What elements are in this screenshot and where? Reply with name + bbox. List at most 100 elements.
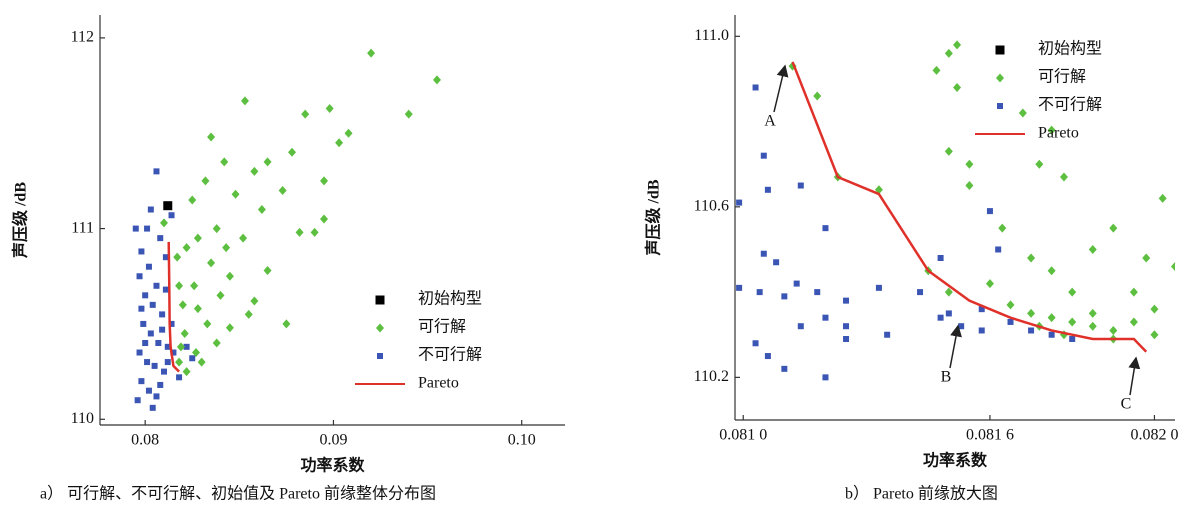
square-point	[151, 362, 158, 369]
square-point	[937, 314, 944, 321]
feasible-point	[207, 132, 216, 142]
feasible-point	[188, 195, 197, 205]
feasible-point	[212, 224, 221, 234]
x-tick-label: 0.08	[131, 432, 159, 449]
square-point	[752, 340, 759, 347]
square-point	[147, 206, 154, 213]
square-point	[170, 349, 177, 356]
feasible-point	[998, 223, 1007, 233]
feasible-point	[310, 227, 319, 237]
square-point	[764, 353, 771, 360]
feasible-point	[1059, 172, 1068, 182]
plot-area	[132, 48, 441, 411]
feasible-point	[180, 328, 189, 338]
feasible-point	[176, 342, 185, 352]
square-point	[140, 320, 147, 327]
feasible-point	[320, 214, 329, 224]
legend-label: Pareto	[1038, 125, 1079, 142]
square-point	[995, 246, 1002, 253]
square-point	[155, 340, 162, 346]
feasible-point	[1068, 317, 1077, 327]
feasible-point	[1150, 304, 1159, 314]
square-point	[142, 340, 149, 346]
legend-label: 初始构型	[1038, 40, 1102, 58]
square-point	[1028, 327, 1035, 334]
feasible-point	[263, 266, 272, 276]
feasible-point	[190, 281, 199, 291]
square-point	[843, 323, 850, 330]
feasible-point	[325, 103, 334, 113]
square-point	[917, 289, 924, 296]
square-point	[814, 289, 821, 296]
feasible-point	[1047, 313, 1056, 323]
feasible-point	[1047, 266, 1056, 276]
feasible-point	[944, 48, 953, 58]
y-axis-label: 声压级 /dB	[11, 182, 30, 259]
square-point	[159, 326, 166, 333]
feasible-point	[1088, 321, 1097, 331]
square-point	[1007, 318, 1014, 325]
square-point	[161, 368, 168, 375]
square-point	[159, 311, 166, 318]
annotation-arrow	[949, 324, 962, 369]
feasible-point	[225, 323, 234, 333]
square-point	[781, 293, 788, 300]
feasible-point	[231, 189, 240, 199]
square-point	[756, 289, 763, 296]
square-point	[138, 378, 145, 385]
feasible-point	[965, 181, 974, 191]
square-point	[153, 393, 160, 400]
annotation-arrow	[773, 64, 789, 113]
square-point	[760, 152, 767, 159]
feasible-point	[244, 309, 253, 319]
square-point	[168, 212, 175, 219]
plot-area	[736, 40, 1175, 381]
square-point	[134, 397, 141, 404]
square-point	[995, 45, 1005, 55]
square-point	[843, 336, 850, 342]
feasible-point	[1088, 308, 1097, 318]
square-point	[183, 343, 190, 350]
y-tick-label: 111.0	[694, 27, 729, 44]
square-point	[138, 305, 145, 312]
square-point	[162, 254, 169, 261]
feasible-point	[212, 338, 221, 348]
x-tick-label: 0.09	[319, 432, 347, 449]
square-point	[375, 295, 385, 305]
feasible-point	[1047, 125, 1056, 135]
square-point	[978, 306, 985, 313]
x-axis-label: 功率系数	[923, 451, 988, 470]
square-point	[760, 250, 767, 257]
square-point	[176, 374, 183, 381]
feasible-point	[344, 128, 353, 138]
square-point	[157, 381, 164, 388]
feasible-point	[985, 279, 994, 289]
feasible-point	[278, 185, 287, 195]
square-point	[164, 359, 171, 366]
feasible-point	[1018, 108, 1027, 118]
square-point	[752, 84, 759, 91]
square-point	[157, 235, 164, 242]
feasible-point	[1088, 244, 1097, 254]
feasible-point	[288, 147, 297, 157]
feasible-point	[1027, 253, 1036, 263]
feasible-point	[197, 357, 206, 367]
annotation: B	[941, 369, 952, 386]
feasible-point	[257, 205, 266, 215]
x-axis-label: 功率系数	[300, 456, 365, 475]
x-tick-label: 0.10	[508, 432, 536, 449]
square-point	[189, 355, 196, 362]
square-point	[736, 284, 743, 291]
legend-label: 可行解	[418, 318, 466, 336]
feasible-point	[173, 252, 182, 262]
square-point	[163, 201, 173, 211]
y-tick-label: 110.6	[694, 198, 729, 215]
square-point	[136, 349, 143, 356]
legend-label: 初始构型	[418, 290, 482, 308]
x-tick-label: 0.082 0	[1130, 427, 1178, 444]
feasible-point	[1109, 325, 1118, 335]
feasible-point	[376, 323, 384, 333]
square-point	[377, 353, 383, 359]
legend-label: 不可行解	[1038, 96, 1102, 114]
